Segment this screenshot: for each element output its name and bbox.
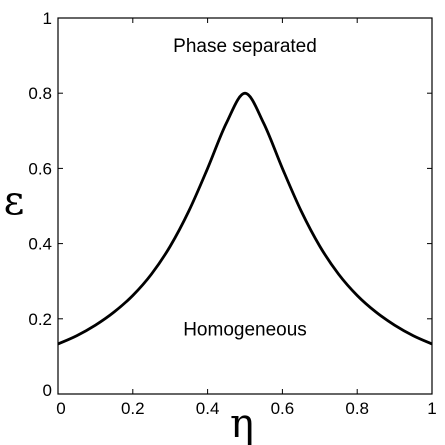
x-tick-label: 0.2 — [121, 399, 145, 418]
x-axis-label: η — [230, 401, 254, 445]
x-tick-label: 0.6 — [271, 399, 295, 418]
x-tick-label: 0.4 — [196, 399, 220, 418]
y-axis-label: ε — [4, 178, 25, 224]
annotations: Phase separated Homogeneous — [173, 36, 317, 341]
annotation-label: Homogeneous — [183, 320, 307, 341]
plot-area — [57, 17, 433, 395]
y-tick-label: 1 — [43, 9, 52, 28]
x-tick-label: 1 — [427, 399, 436, 418]
x-tick-label: 0 — [56, 399, 65, 418]
axis-tick-labels: 0 0.2 0.4 0.6 0.8 1 0 0.2 0.4 0.6 0.8 1 — [28, 9, 436, 418]
series-line — [57, 91, 433, 346]
y-tick-label: 0 — [43, 381, 52, 400]
series-layer — [57, 91, 433, 346]
y-tick-label: 0.6 — [28, 159, 52, 178]
axis-ticks — [57, 17, 433, 395]
y-tick-label: 0.2 — [28, 310, 52, 329]
y-tick-label: 0.4 — [28, 235, 52, 254]
y-tick-label: 0.8 — [28, 84, 52, 103]
annotation-label: Phase separated — [173, 36, 317, 57]
x-tick-label: 0.8 — [345, 399, 369, 418]
